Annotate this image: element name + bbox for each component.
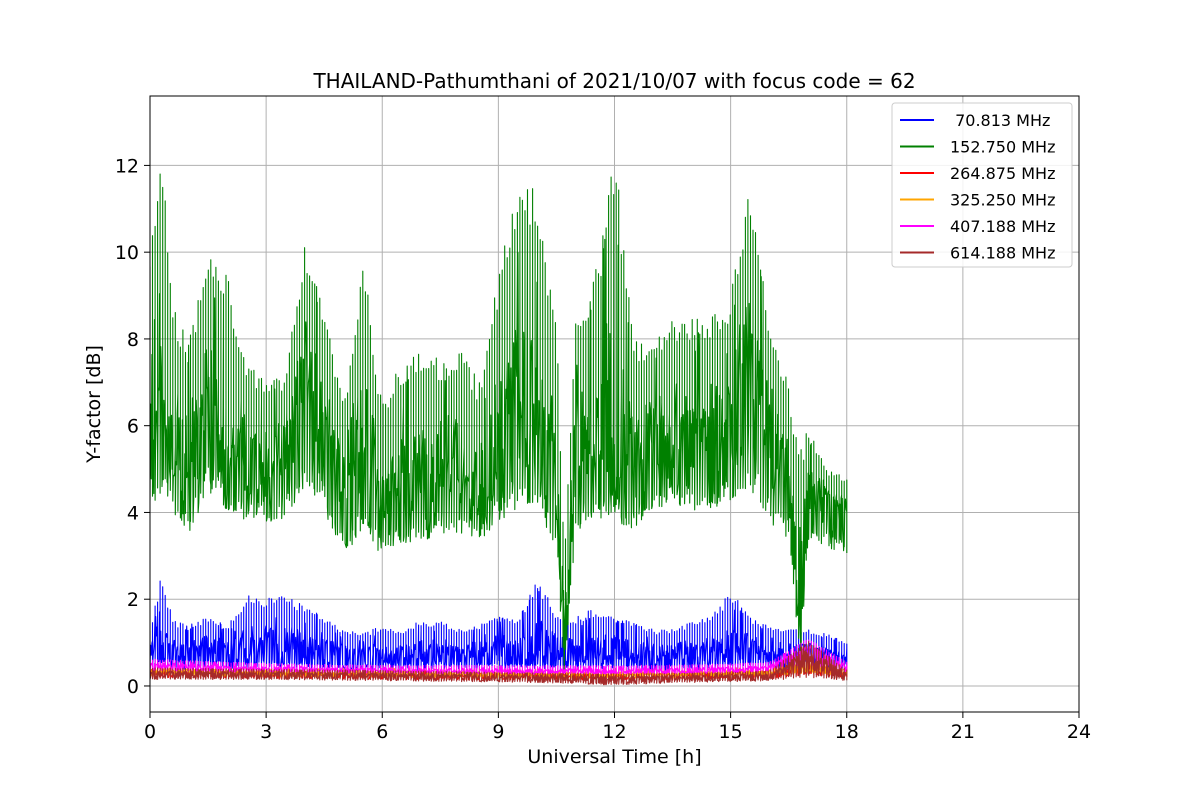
series-5	[150, 641, 848, 686]
series-1	[150, 173, 848, 672]
legend-label: 70.813 MHz	[950, 111, 1050, 130]
series-line	[150, 639, 848, 675]
legend-label: 407.188 MHz	[950, 217, 1055, 236]
x-tick-label: 15	[719, 721, 743, 743]
x-tick-label: 6	[376, 721, 388, 743]
series-4	[150, 639, 848, 675]
legend: 70.813 MHz 152.750 MHz 264.875 MHz 325.250 …	[891, 102, 1073, 268]
x-tick-label: 21	[951, 721, 975, 743]
y-tick-label: 2	[127, 589, 139, 611]
series-line	[150, 173, 848, 672]
y-axis-label: Y-factor [dB]	[83, 345, 105, 464]
y-axis: 0 2 4 6 8 10 12	[115, 155, 150, 698]
x-axis-label: Universal Time [h]	[527, 746, 701, 768]
x-tick-label: 9	[492, 721, 504, 743]
y-tick-label: 12	[115, 155, 139, 177]
plot-area	[150, 173, 848, 686]
x-tick-label: 24	[1067, 721, 1091, 743]
legend-label: 614.188 MHz	[950, 244, 1055, 263]
legend-label: 152.750 MHz	[950, 138, 1055, 157]
legend-box	[891, 102, 1073, 268]
y-tick-label: 0	[127, 676, 139, 698]
x-tick-label: 18	[835, 721, 859, 743]
series-line	[150, 641, 848, 686]
y-tick-label: 4	[127, 502, 139, 524]
y-tick-label: 10	[115, 242, 139, 264]
y-tick-label: 6	[127, 416, 139, 438]
legend-label: 325.250 MHz	[950, 191, 1055, 210]
chart-title: THAILAND-Pathumthani of 2021/10/07 with …	[312, 69, 915, 93]
x-tick-label: 0	[144, 721, 156, 743]
x-axis: 0 3 6 9 12 15 18 21 24	[144, 712, 1091, 743]
y-tick-label: 8	[127, 329, 139, 351]
legend-label: 264.875 MHz	[950, 164, 1055, 183]
x-tick-label: 12	[602, 721, 626, 743]
x-tick-label: 3	[260, 721, 272, 743]
